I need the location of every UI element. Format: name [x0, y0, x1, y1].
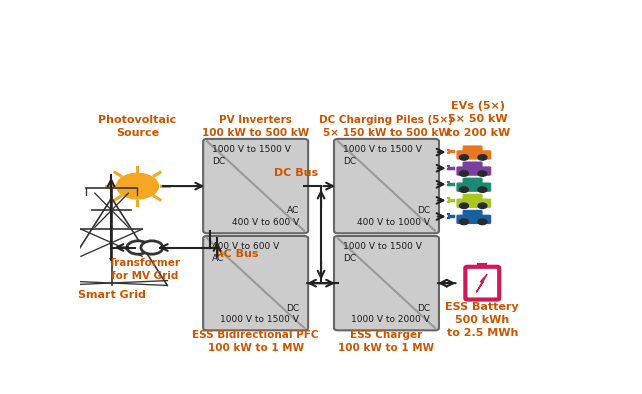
Text: DC Bus: DC Bus: [274, 169, 318, 178]
Circle shape: [141, 241, 163, 254]
FancyBboxPatch shape: [456, 166, 491, 176]
Text: AC
400 V to 600 V: AC 400 V to 600 V: [232, 206, 299, 227]
Circle shape: [478, 155, 487, 160]
FancyBboxPatch shape: [463, 145, 483, 152]
Text: AC Bus: AC Bus: [214, 249, 258, 259]
FancyBboxPatch shape: [456, 199, 491, 208]
FancyBboxPatch shape: [456, 215, 491, 224]
Bar: [477, 263, 487, 268]
Circle shape: [127, 241, 149, 254]
Circle shape: [478, 187, 487, 192]
Text: 1000 V to 1500 V
DC: 1000 V to 1500 V DC: [343, 242, 422, 263]
Circle shape: [460, 203, 469, 208]
Text: DC
1000 V to 2000 V: DC 1000 V to 2000 V: [351, 303, 430, 324]
FancyBboxPatch shape: [203, 139, 308, 233]
Text: Transformer
for MV Grid: Transformer for MV Grid: [109, 258, 181, 281]
Text: Smart Grid: Smart Grid: [78, 290, 146, 300]
Circle shape: [460, 219, 469, 225]
Text: DC
400 V to 1000 V: DC 400 V to 1000 V: [357, 206, 430, 227]
FancyBboxPatch shape: [463, 162, 483, 169]
Text: DC
1000 V to 1500 V: DC 1000 V to 1500 V: [220, 303, 299, 324]
Text: EVs (5×)
5× 50 kW
to 200 kW: EVs (5×) 5× 50 kW to 200 kW: [447, 101, 510, 138]
Text: 1000 V to 1500 V
DC: 1000 V to 1500 V DC: [212, 145, 291, 166]
Text: PV Inverters
100 kW to 500 kW: PV Inverters 100 kW to 500 kW: [202, 115, 309, 138]
Circle shape: [117, 173, 159, 199]
Polygon shape: [476, 274, 487, 292]
Circle shape: [478, 219, 487, 225]
Circle shape: [460, 187, 469, 192]
FancyBboxPatch shape: [463, 210, 483, 217]
Text: DC Charging Piles (5×)
5× 150 kW to 500 kW: DC Charging Piles (5×) 5× 150 kW to 500 …: [320, 115, 453, 138]
Text: 400 V to 600 V
AC: 400 V to 600 V AC: [212, 242, 279, 263]
Circle shape: [478, 203, 487, 208]
FancyBboxPatch shape: [456, 182, 491, 192]
FancyBboxPatch shape: [334, 139, 439, 233]
FancyBboxPatch shape: [463, 178, 483, 185]
FancyBboxPatch shape: [456, 150, 491, 160]
Circle shape: [460, 155, 469, 160]
FancyBboxPatch shape: [465, 267, 499, 299]
Text: 1000 V to 1500 V
DC: 1000 V to 1500 V DC: [343, 145, 422, 166]
Circle shape: [460, 171, 469, 176]
FancyBboxPatch shape: [334, 236, 439, 330]
Text: ESS Battery
500 kWh
to 2.5 MWh: ESS Battery 500 kWh to 2.5 MWh: [446, 302, 519, 338]
FancyBboxPatch shape: [203, 236, 308, 330]
Circle shape: [478, 171, 487, 176]
Text: ESS Bidirectional PFC
100 kW to 1 MW: ESS Bidirectional PFC 100 kW to 1 MW: [193, 330, 319, 353]
Text: ESS Charger
100 kW to 1 MW: ESS Charger 100 kW to 1 MW: [338, 330, 435, 353]
Text: Photovoltaic
Source: Photovoltaic Source: [98, 115, 177, 138]
FancyBboxPatch shape: [463, 194, 483, 201]
